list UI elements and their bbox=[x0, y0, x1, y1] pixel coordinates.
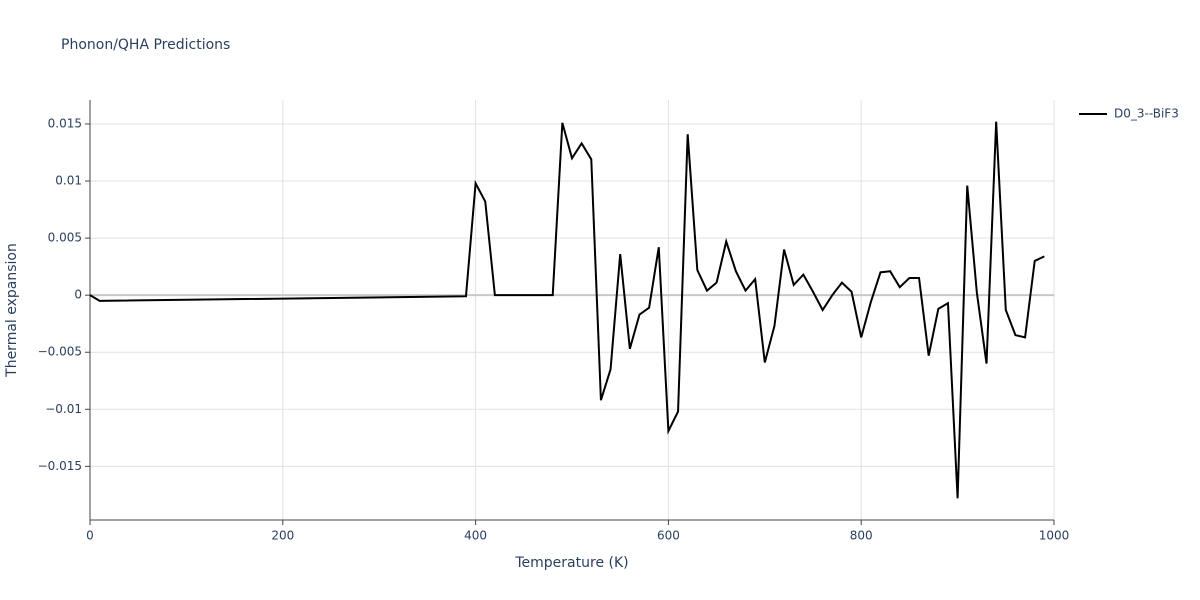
x-tick-label: 200 bbox=[271, 529, 294, 543]
chart-title: Phonon/QHA Predictions bbox=[61, 37, 230, 53]
y-tick-label: −0.01 bbox=[45, 402, 82, 416]
y-tick-label: 0.015 bbox=[48, 116, 82, 130]
y-tick-label: −0.005 bbox=[38, 345, 82, 359]
y-axis-title: Thermal expansion bbox=[4, 243, 20, 378]
x-tick-label: 800 bbox=[850, 529, 873, 543]
y-tick-label: −0.015 bbox=[38, 459, 82, 473]
y-tick-label: 0 bbox=[74, 288, 82, 302]
y-tick-label: 0.005 bbox=[48, 231, 82, 245]
x-axis-title: Temperature (K) bbox=[514, 555, 628, 571]
y-tick-label: 0.01 bbox=[55, 174, 82, 188]
x-tick-label: 600 bbox=[657, 529, 680, 543]
data-line bbox=[89, 121, 1045, 499]
x-tick-label: 0 bbox=[86, 529, 94, 543]
x-tick-label: 400 bbox=[464, 529, 487, 543]
legend-label: D0_3--BiF3 bbox=[1114, 107, 1179, 121]
x-tick-label: 1000 bbox=[1039, 529, 1070, 543]
